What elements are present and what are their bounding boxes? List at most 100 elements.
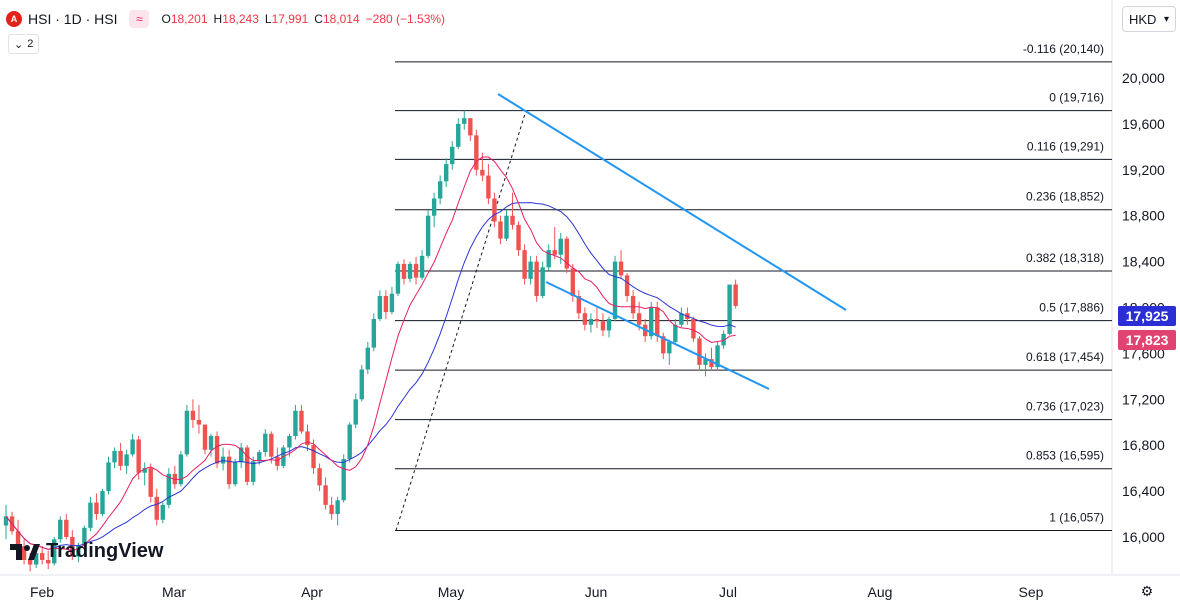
candle-body [419, 255, 425, 278]
candle-body [673, 324, 678, 342]
candle-body [226, 456, 232, 485]
ohlc-values: O18,201 H18,243 L17,991 C18,014 −280 (−1… [161, 12, 445, 26]
price-tick-label: 19,200 [1122, 162, 1165, 178]
symbol-logo[interactable]: A [6, 11, 22, 27]
candle-body [558, 238, 563, 255]
candle-body [46, 559, 51, 564]
close-label: C [314, 12, 323, 26]
high-label: H [213, 12, 223, 26]
candle-body [649, 307, 654, 337]
watermark-text: TradingView [46, 540, 164, 562]
candle-body [606, 318, 612, 331]
candle-body [618, 261, 624, 276]
low-value: 17,991 [271, 12, 309, 26]
candle-body [311, 445, 316, 469]
price-tick-label: 16,000 [1122, 529, 1165, 545]
candle-body [661, 336, 666, 354]
candle-body [425, 215, 431, 256]
candle-body [130, 439, 135, 455]
candle-body [486, 175, 491, 199]
candle-body [64, 519, 69, 537]
fib-level-label: 0.382 (18,318) [1026, 251, 1104, 265]
candle-body [522, 250, 527, 279]
candle-body [667, 341, 672, 354]
time-tick-label: Aug [868, 584, 893, 600]
candle-body [582, 313, 588, 325]
candle-body [727, 284, 732, 334]
candle-body [124, 454, 129, 466]
candle-body [504, 215, 509, 239]
candle-body [395, 263, 401, 294]
indicator-count: 2 [27, 38, 34, 50]
candle-body [190, 410, 196, 420]
price-tick-label: 16,800 [1122, 437, 1165, 453]
candle-body [624, 275, 630, 297]
candle-body [166, 473, 172, 505]
candle-body [389, 293, 395, 313]
candle-body [540, 267, 545, 297]
candle-body [52, 539, 57, 564]
price-tick-label: 18,800 [1122, 208, 1165, 224]
candle-body [202, 424, 208, 450]
candle-body [516, 224, 521, 251]
low-label: L [264, 12, 272, 26]
time-tick-label: Apr [301, 584, 323, 600]
tradingview-icon [10, 543, 40, 560]
candle-body [58, 519, 63, 540]
candle-body [214, 436, 220, 464]
candle-body [76, 545, 81, 557]
change-value: −280 (−1.53%) [365, 12, 446, 26]
price-tick-label: 19,600 [1122, 116, 1165, 132]
indicators-collapse-button[interactable]: ⌄ 2 [8, 34, 40, 54]
candle-body [401, 263, 407, 279]
candle-body [576, 296, 582, 314]
candle-body [341, 458, 346, 501]
open-label: O [161, 12, 171, 26]
candle-body [353, 399, 358, 425]
symbol-title[interactable]: HSI · 1D · HSI [28, 11, 118, 27]
candle-body [39, 553, 45, 560]
candle-body [245, 447, 250, 482]
candle-body [570, 268, 576, 297]
settings-gear-icon[interactable]: ⚙ [1140, 583, 1154, 599]
time-tick-label: May [438, 584, 464, 600]
candle-body [510, 215, 515, 225]
candle-body [456, 123, 461, 147]
candle-body [335, 500, 340, 515]
slow-moving-average-line [5, 202, 736, 550]
indicator-icon[interactable]: ≈ [129, 10, 150, 28]
symbol-header: A HSI · 1D · HSI ≈ O18,201 H18,243 L17,9… [6, 8, 445, 30]
candle-body [293, 410, 298, 437]
fast-moving-average-line [5, 156, 736, 551]
candle-body [431, 198, 437, 216]
currency-selector[interactable]: HKD ▾ [1122, 6, 1176, 32]
candle-body [118, 450, 123, 466]
candle-body [238, 447, 244, 463]
candle-body [94, 502, 99, 515]
candle-body [142, 468, 147, 473]
candle-body [82, 527, 87, 546]
fib-level-label: 0.236 (18,852) [1026, 190, 1104, 204]
tradingview-logo: TradingView [10, 540, 163, 563]
fib-level-label: -0.116 (20,140) [1023, 42, 1104, 56]
fib-level-label: 0.116 (19,291) [1027, 139, 1104, 153]
channel-lower-line [545, 281, 770, 390]
candle-body [462, 118, 467, 124]
candle-body [377, 296, 383, 319]
candle-body [564, 238, 569, 269]
candle-body [594, 318, 600, 322]
candle-body [106, 462, 111, 492]
candle-body [232, 462, 238, 485]
candle-body [468, 118, 473, 136]
price-tick-label: 16,400 [1122, 483, 1165, 499]
candle-body [450, 146, 455, 165]
fib-level-label: 0.853 (16,595) [1026, 449, 1104, 463]
time-tick-label: Jun [585, 584, 608, 600]
candle-body [3, 516, 9, 526]
candle-body [21, 546, 27, 560]
time-tick-label: Sep [1019, 584, 1044, 600]
candle-body [679, 313, 684, 325]
candle-body [287, 436, 292, 448]
candle-body [492, 198, 497, 222]
